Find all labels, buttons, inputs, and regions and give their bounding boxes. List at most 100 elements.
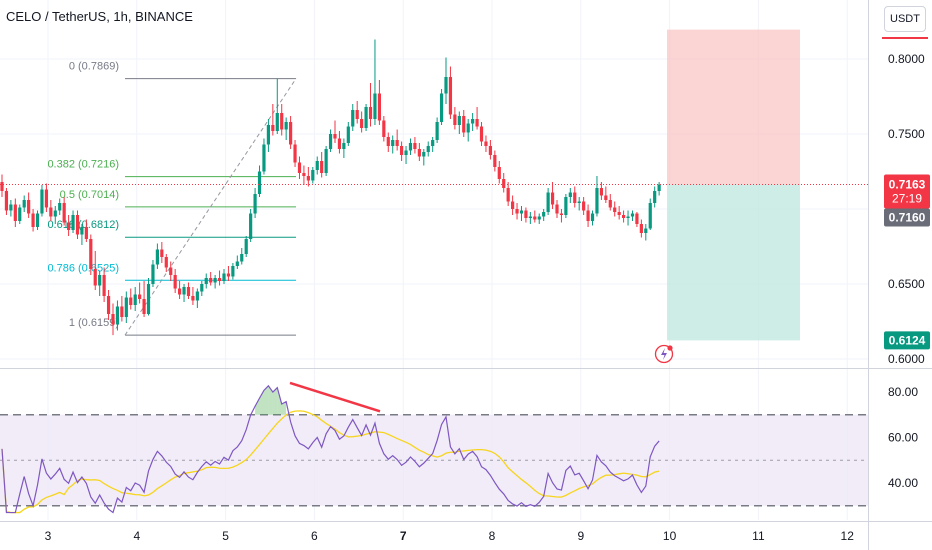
candle-body (40, 189, 44, 214)
candle-body (209, 278, 213, 283)
candle-body (582, 201, 586, 211)
candle-body (164, 257, 168, 268)
candle-body (4, 191, 9, 211)
candle-body (493, 155, 497, 167)
candle-body (160, 249, 164, 257)
candle-body (404, 150, 408, 155)
candle-body (98, 275, 102, 286)
target-zone (667, 184, 800, 341)
candle-body (413, 143, 417, 149)
last-price-label: 0.7163 (889, 178, 926, 192)
price-tick-label: 0.8000 (888, 52, 925, 66)
candle-body (448, 77, 453, 115)
time-tick-label: 11 (752, 529, 765, 543)
candle-body (564, 197, 568, 215)
chart-title: CELO / TetherUS, 1h, BINANCE (6, 9, 193, 24)
candle-body (453, 114, 457, 125)
target-price-tag (884, 331, 930, 350)
candle-body (151, 264, 155, 284)
candle-body (342, 143, 346, 149)
candle-body (306, 176, 310, 181)
candle-body (639, 224, 643, 233)
candle-body (417, 149, 421, 157)
candle-body (124, 297, 128, 317)
candle-body (462, 116, 466, 133)
prev-close-tag (884, 208, 930, 227)
candle-body (466, 123, 470, 133)
candle-body (546, 192, 550, 212)
candle-body (89, 239, 93, 269)
candle-body (386, 137, 390, 146)
candle-body (111, 314, 115, 325)
candle-body (320, 161, 324, 173)
currency-button[interactable]: USDT (884, 6, 926, 32)
candle-body (435, 122, 439, 140)
candle-body (217, 278, 222, 281)
candle-body (244, 239, 248, 254)
candle-body (364, 107, 368, 128)
candle-body (262, 144, 266, 172)
candle-body (475, 119, 479, 127)
candle-body (568, 192, 572, 197)
candle-body (67, 222, 71, 230)
candle-body (27, 200, 31, 214)
candle-body (497, 167, 501, 179)
candle-body (479, 126, 484, 142)
candle-body (599, 188, 603, 196)
candle-body (613, 207, 617, 212)
candle-body (573, 192, 577, 203)
candle-body (191, 296, 195, 301)
candle-body (337, 138, 342, 149)
candle-body (457, 116, 461, 125)
rsi-tick-label: 60.00 (888, 431, 918, 445)
candle-body (559, 213, 564, 215)
candle-body (9, 204, 13, 211)
candle-body (395, 140, 399, 146)
candle-body (346, 126, 350, 143)
candle-body (58, 203, 62, 211)
candle-body (408, 143, 413, 151)
candle-body (115, 306, 120, 325)
candle-body (62, 203, 66, 223)
candle-body (590, 213, 595, 221)
candle-body (422, 152, 426, 157)
candle-body (533, 216, 537, 220)
candle-body (515, 209, 519, 214)
candle-body (488, 146, 492, 155)
candle-body (146, 284, 151, 314)
rsi-overbought-fill (272, 387, 278, 415)
candle-body (142, 299, 146, 314)
candle-body (484, 141, 488, 146)
candle-body (186, 287, 191, 296)
candle-body (0, 182, 4, 191)
candle-body (226, 273, 231, 277)
candle-body (519, 210, 524, 214)
candle-body (173, 275, 177, 289)
time-tick-label: 9 (577, 529, 584, 543)
candle-body (138, 294, 142, 299)
candle-body (391, 140, 395, 146)
price-tick-label: 0.6000 (888, 352, 925, 366)
candle-body (31, 213, 35, 227)
candle-body (555, 204, 559, 214)
candle-body (622, 215, 626, 218)
rsi-overbought-fill (268, 385, 273, 415)
candle-body (235, 261, 239, 266)
time-tick-label: 4 (133, 529, 140, 543)
candle-body (35, 213, 40, 227)
lightning-icon (661, 348, 667, 360)
candle-body (324, 149, 328, 173)
rsi-tick-label: 40.00 (888, 476, 918, 490)
time-tick-label: 10 (663, 529, 677, 543)
candle-body (53, 210, 57, 217)
candle-body (439, 93, 444, 122)
candle-body (204, 278, 208, 284)
candle-body (71, 215, 75, 230)
candle-body (377, 93, 381, 121)
candle-body (129, 297, 133, 305)
time-tick-label: 7 (400, 529, 407, 543)
candle-body (444, 77, 448, 94)
candle-body (311, 170, 315, 181)
time-tick-label: 3 (45, 529, 52, 543)
